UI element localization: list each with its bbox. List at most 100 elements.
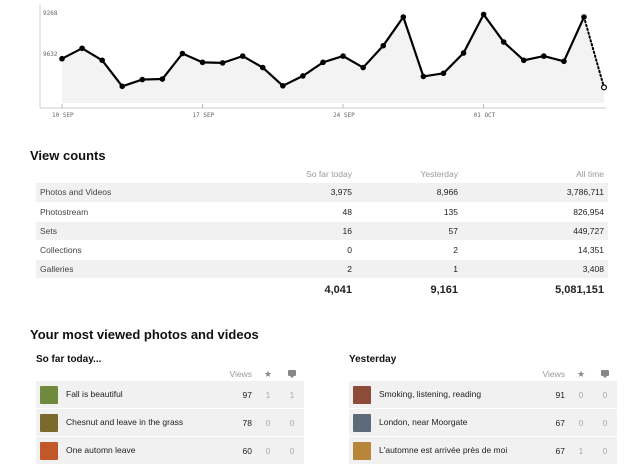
x-tick-label: 24 SEP — [333, 112, 355, 119]
data-point — [159, 76, 166, 82]
row-value: 2 — [266, 259, 356, 279]
photo-thumbnail[interactable] — [353, 441, 371, 460]
projected-line — [583, 16, 605, 89]
total-value: 9,161 — [356, 277, 462, 302]
photo-thumbnail[interactable] — [40, 413, 58, 432]
view-counts-row: Photos and Videos 3,975 8,966 3,786,711 — [36, 183, 608, 203]
photo-favs: 1 — [265, 389, 271, 400]
header-label-col — [36, 164, 266, 183]
photo-title-link[interactable]: London, near Moorgate — [379, 417, 468, 427]
data-point — [480, 11, 487, 18]
row-value: 57 — [356, 221, 462, 241]
row-value: 48 — [266, 202, 356, 222]
yesterday-column-header: Views ★ — [349, 367, 617, 381]
photo-views: 67 — [555, 417, 565, 428]
photo-title-link[interactable]: L'automne est arrivée près de moi — [379, 445, 508, 455]
total-value: 5,081,151 — [462, 277, 608, 302]
view-counts-header-row: So far today Yesterday All time — [36, 164, 608, 183]
today-subtitle: So far today... — [36, 354, 102, 365]
photo-title-link[interactable]: Chesnut and leave in the grass — [66, 417, 184, 427]
views-column-label: Views — [229, 369, 252, 379]
view-counts-row: Sets 16 57 449,727 — [36, 221, 608, 241]
row-label: Photostream — [36, 202, 266, 222]
row-label: Galleries — [36, 259, 266, 279]
star-icon: ★ — [263, 368, 273, 379]
data-point — [541, 53, 547, 59]
row-label: Photos and Videos — [36, 183, 266, 203]
row-value: 1 — [356, 259, 462, 279]
data-point — [500, 39, 507, 45]
data-point — [380, 42, 387, 49]
photo-views: 97 — [242, 389, 252, 400]
today-column-header: Views ★ — [36, 367, 304, 381]
data-point — [259, 64, 266, 71]
data-point — [119, 83, 126, 90]
area-fill — [62, 14, 604, 104]
most-viewed-today-panel: So far today... Views ★ Fall is beautifu… — [36, 354, 304, 465]
photo-thumbnail[interactable] — [40, 385, 58, 404]
header-yesterday: Yesterday — [420, 168, 459, 179]
data-point — [99, 57, 105, 64]
views-column-label: Views — [542, 369, 565, 379]
y-tick-label: 9268 — [43, 10, 58, 17]
data-point — [340, 53, 346, 59]
row-value: 0 — [266, 240, 356, 260]
photo-thumbnail[interactable] — [40, 441, 58, 460]
row-value: 449,727 — [462, 221, 608, 241]
views-line-chart: 9268 9632 10 SEP 17 SEP 24 SEP 01 OCT — [0, 0, 640, 122]
photo-comments: 0 — [289, 417, 295, 428]
row-label: Collections — [36, 240, 266, 260]
photo-row[interactable]: One automn leave 60 0 0 — [36, 437, 304, 465]
photo-comments: 0 — [602, 417, 608, 428]
data-point — [581, 14, 587, 20]
header-so-far-today: So far today — [306, 168, 352, 179]
photo-row[interactable]: London, near Moorgate 67 0 0 — [349, 409, 617, 437]
photo-views: 91 — [555, 389, 565, 400]
photo-thumbnail[interactable] — [353, 413, 371, 432]
most-viewed-title: Your most viewed photos and videos — [30, 327, 259, 342]
data-point — [420, 73, 427, 80]
row-value: 3,408 — [462, 259, 608, 279]
photo-title-link[interactable]: Smoking, listening, reading — [379, 389, 482, 399]
x-tick-label: 01 OCT — [474, 112, 496, 119]
photo-views: 67 — [555, 445, 565, 456]
data-point — [280, 83, 286, 89]
star-icon: ★ — [576, 368, 586, 379]
photo-favs: 0 — [578, 389, 584, 400]
data-point — [400, 14, 407, 20]
view-counts-table: So far today Yesterday All time Photos a… — [36, 164, 608, 302]
row-label: Sets — [36, 221, 266, 241]
data-point — [520, 57, 527, 64]
total-value: 4,041 — [266, 277, 356, 302]
row-value: 826,954 — [462, 202, 608, 222]
data-point — [360, 64, 366, 71]
photo-favs: 1 — [578, 445, 584, 456]
most-viewed-yesterday-panel: Yesterday Views ★ Smoking, listening, re… — [349, 354, 617, 465]
x-tick-label: 10 SEP — [52, 112, 74, 119]
photo-row[interactable]: Chesnut and leave in the grass 78 0 0 — [36, 409, 304, 437]
photo-row[interactable]: L'automne est arrivée près de moi 67 1 0 — [349, 437, 617, 465]
row-value: 16 — [266, 221, 356, 241]
photo-favs: 0 — [265, 445, 271, 456]
photo-favs: 0 — [578, 417, 584, 428]
photo-favs: 0 — [265, 417, 271, 428]
row-value: 14,351 — [462, 240, 608, 260]
comment-icon — [280, 369, 304, 379]
data-point — [79, 45, 85, 52]
data-point — [320, 59, 326, 66]
data-point — [460, 50, 467, 56]
comment-icon — [593, 369, 617, 379]
photo-row[interactable]: Fall is beautiful 97 1 1 — [36, 381, 304, 409]
view-counts-row: Galleries 2 1 3,408 — [36, 259, 608, 279]
row-value: 3,975 — [266, 183, 356, 203]
chart-svg: 9268 9632 10 SEP 17 SEP 24 SEP 01 OCT — [39, 4, 607, 119]
header-all-time: All time — [576, 168, 604, 179]
view-counts-title: View counts — [30, 148, 106, 163]
photo-title-link[interactable]: One automn leave — [66, 445, 136, 455]
photo-views: 60 — [242, 445, 252, 456]
photo-comments: 0 — [602, 445, 608, 456]
data-point — [179, 50, 186, 57]
photo-row[interactable]: Smoking, listening, reading 91 0 0 — [349, 381, 617, 409]
photo-title-link[interactable]: Fall is beautiful — [66, 389, 123, 399]
photo-thumbnail[interactable] — [353, 385, 371, 404]
